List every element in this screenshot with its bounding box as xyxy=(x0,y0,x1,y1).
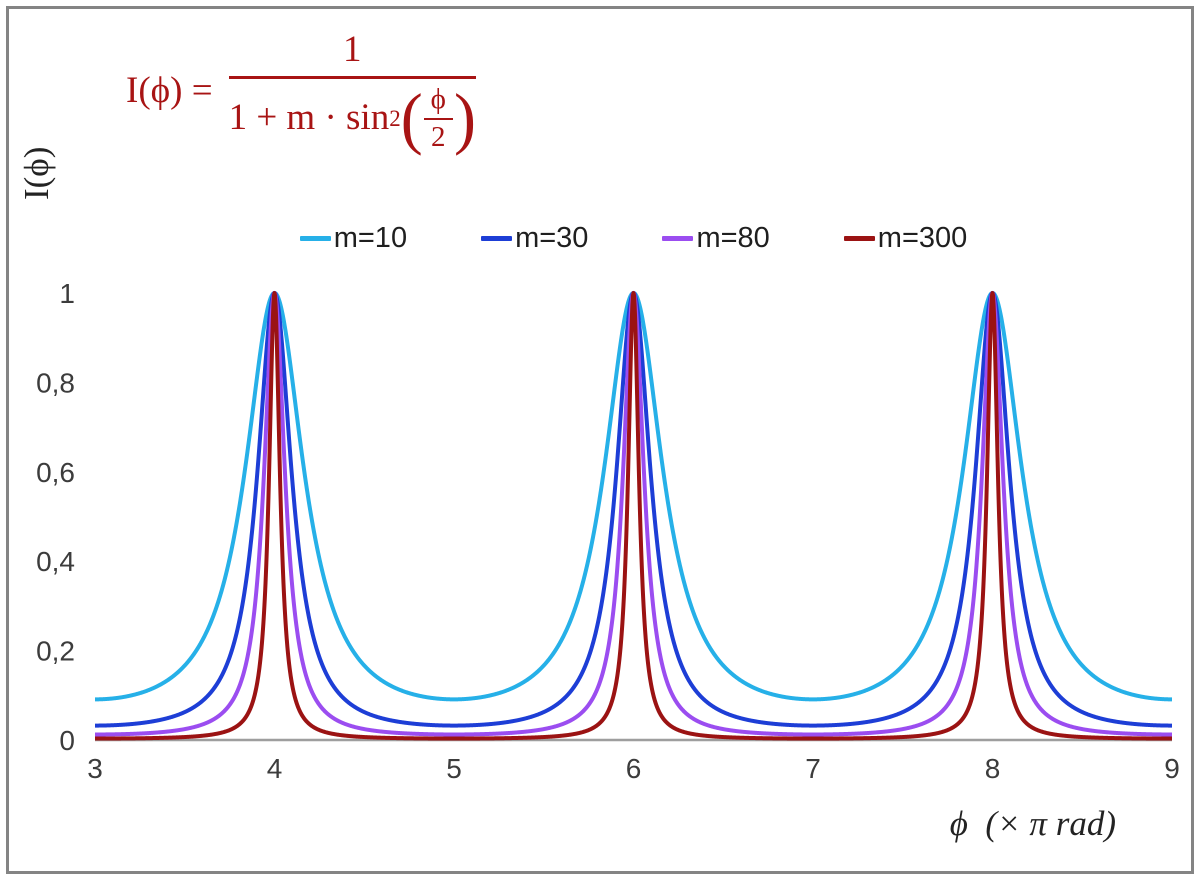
legend: m=10 m=30 m=80 m=300 xyxy=(95,222,1172,255)
formula: I(ϕ) = 1 1 + m · sin 2 ( ϕ 2 ) xyxy=(126,29,476,157)
formula-numerator: 1 xyxy=(228,29,476,79)
legend-swatch xyxy=(662,236,694,241)
y-axis-label: I(ϕ) xyxy=(17,146,56,200)
x-tick-label: 4 xyxy=(267,753,283,784)
formula-close-paren: ) xyxy=(453,79,476,157)
legend-label: m=80 xyxy=(696,222,770,254)
formula-den-prefix: 1 + m · sin xyxy=(228,97,390,139)
y-tick-label: 1 xyxy=(59,278,75,309)
series-curve-m-80 xyxy=(93,291,1174,737)
x-tick-label: 6 xyxy=(626,753,642,784)
formula-denominator: 1 + m · sin 2 ( ϕ 2 ) xyxy=(228,79,476,157)
formula-inner-denominator: 2 xyxy=(431,120,446,153)
legend-label: m=300 xyxy=(877,222,968,254)
legend-label: m=30 xyxy=(515,222,589,254)
formula-inner-numerator: ϕ xyxy=(423,83,453,120)
x-tick-label: 9 xyxy=(1164,753,1180,784)
y-tick-label: 0,4 xyxy=(36,546,75,577)
legend-item: m=80 xyxy=(662,222,770,255)
legend-swatch xyxy=(299,236,331,241)
formula-inner-fraction: ϕ 2 xyxy=(423,83,453,154)
x-tick-label: 7 xyxy=(805,753,821,784)
legend-swatch xyxy=(481,236,513,241)
legend-item: m=300 xyxy=(843,222,968,255)
legend-item: m=10 xyxy=(299,222,408,255)
formula-open-paren: ( xyxy=(400,79,423,157)
y-tick-label: 0,2 xyxy=(36,636,75,667)
formula-fraction: 1 1 + m · sin 2 ( ϕ 2 ) xyxy=(228,29,476,157)
y-tick-label: 0,8 xyxy=(36,367,75,398)
series-curve-m-30 xyxy=(93,291,1174,728)
x-tick-label: 5 xyxy=(446,753,462,784)
legend-swatch xyxy=(843,236,875,241)
formula-lhs: I(ϕ) = xyxy=(126,70,213,112)
series-curve-m-300 xyxy=(93,291,1174,741)
x-axis-label: ϕ (× π rad) xyxy=(949,804,1116,843)
x-tick-label: 3 xyxy=(87,753,103,784)
legend-item: m=30 xyxy=(481,222,588,255)
legend-label: m=10 xyxy=(333,222,408,254)
y-tick-label: 0,6 xyxy=(36,457,75,488)
y-tick-label: 0 xyxy=(59,725,75,756)
x-tick-label: 8 xyxy=(985,753,1001,784)
